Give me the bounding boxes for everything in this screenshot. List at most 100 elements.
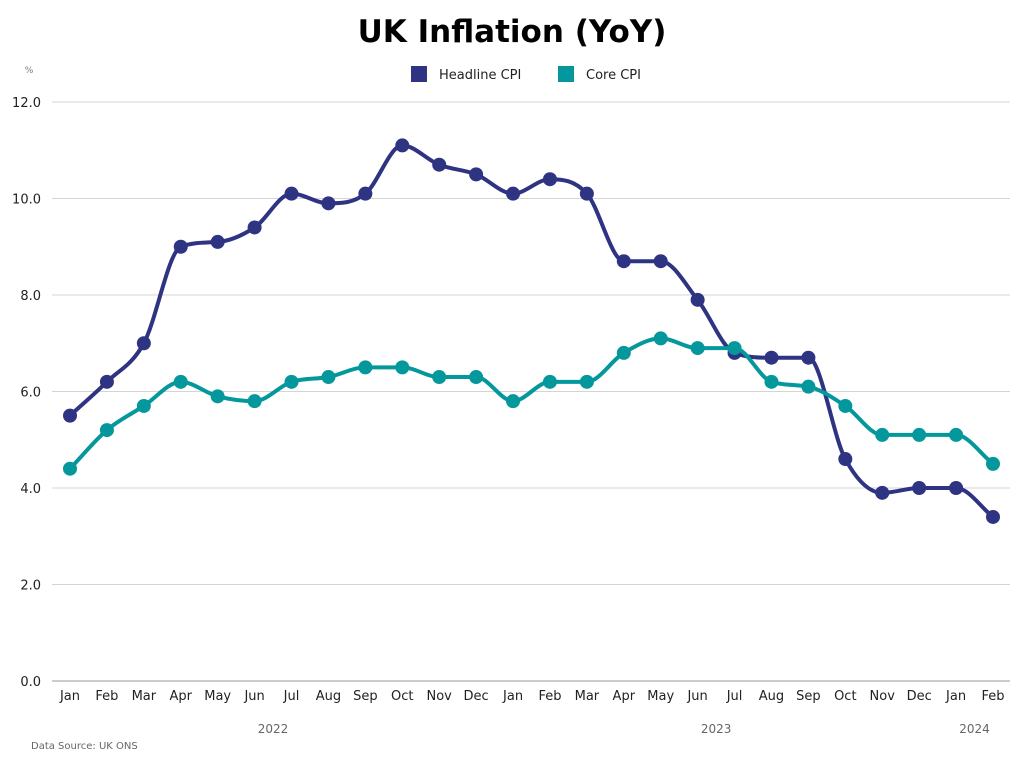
data-point	[358, 360, 373, 375]
chart-title: UK Inflation (YoY)	[358, 14, 667, 50]
data-point	[506, 186, 521, 201]
y-tick-label: 12.0	[12, 96, 41, 111]
data-point	[506, 394, 521, 409]
series-core-cpi	[63, 331, 1000, 476]
data-point	[63, 461, 77, 476]
data-point	[801, 350, 816, 365]
x-tick-label: Sep	[353, 689, 378, 704]
y-tick-label: 0.0	[20, 675, 41, 690]
y-tick-label: 2.0	[20, 579, 41, 594]
x-axis-ticks: Jan Feb Mar Apr May Jun Jul Aug Sep Oct Nov Dec Jan F…	[59, 689, 1005, 704]
data-point	[63, 408, 77, 423]
x-tick-label: Apr	[613, 689, 636, 704]
x-tick-label: Dec	[907, 689, 932, 704]
gridlines	[52, 101, 1010, 682]
x-tick-label: May	[647, 689, 674, 704]
series-group	[63, 138, 1000, 524]
x-tick-label: Jan	[945, 689, 966, 704]
series-headline-cpi	[63, 138, 1000, 524]
data-point	[247, 220, 262, 235]
y-axis-ticks: 0.0 2.0 4.0 6.0 8.0 10.0 12.0	[12, 96, 41, 690]
data-point	[284, 374, 299, 389]
data-point	[432, 157, 447, 172]
data-point	[838, 452, 853, 467]
data-point	[210, 389, 225, 404]
data-point	[912, 427, 927, 442]
data-point	[542, 374, 557, 389]
data-point	[690, 341, 705, 356]
data-point	[690, 292, 705, 307]
data-point	[395, 360, 410, 375]
data-point	[579, 374, 594, 389]
data-point	[764, 374, 779, 389]
data-point	[173, 239, 188, 254]
data-point	[653, 331, 668, 346]
x-tick-label: Mar	[575, 689, 600, 704]
data-point	[764, 350, 779, 365]
data-point	[99, 423, 114, 438]
x-tick-label: Oct	[391, 689, 413, 704]
y-tick-label: 10.0	[12, 193, 41, 208]
y-tick-label: 4.0	[20, 482, 41, 497]
legend-swatch	[558, 66, 574, 82]
x-tick-label: Nov	[427, 689, 453, 704]
data-point	[432, 370, 447, 385]
legend-label: Core CPI	[586, 68, 641, 83]
x-tick-label: Jun	[243, 689, 264, 704]
x-tick-label: Aug	[759, 689, 784, 704]
data-point	[949, 481, 964, 495]
y-tick-label: 6.0	[20, 386, 41, 401]
x-tick-label: Mar	[132, 689, 157, 704]
data-point	[321, 196, 336, 211]
x-tick-label: Aug	[316, 689, 341, 704]
data-point	[949, 427, 964, 442]
x-tick-label: Feb	[95, 689, 118, 704]
data-point	[284, 186, 299, 201]
data-point	[136, 398, 151, 413]
x-tick-label: Jul	[283, 689, 300, 704]
legend-label: Headline CPI	[439, 68, 521, 83]
legend: Headline CPI Core CPI	[411, 66, 641, 83]
data-point	[875, 485, 890, 500]
data-point	[616, 345, 631, 360]
data-point	[727, 341, 742, 356]
year-label: 2023	[701, 722, 732, 736]
year-label: 2022	[258, 722, 289, 736]
data-point	[469, 370, 484, 385]
year-label: 2024	[959, 722, 990, 736]
data-point	[875, 427, 890, 442]
x-tick-label: Nov	[870, 689, 896, 704]
data-point	[99, 374, 114, 389]
data-point	[986, 509, 1000, 524]
x-tick-label: Dec	[464, 689, 489, 704]
data-point	[395, 138, 410, 153]
data-source: Data Source: UK ONS	[31, 741, 138, 752]
data-point	[801, 379, 816, 394]
x-tick-label: Oct	[834, 689, 856, 704]
data-point	[616, 254, 631, 269]
y-tick-label: 8.0	[20, 289, 41, 304]
data-point	[247, 394, 262, 409]
x-tick-label: May	[204, 689, 231, 704]
x-tick-label: Sep	[796, 689, 821, 704]
data-point	[136, 336, 151, 351]
x-tick-label: Feb	[538, 689, 561, 704]
series-line	[68, 143, 995, 519]
data-point	[579, 186, 594, 201]
legend-swatch	[411, 66, 427, 82]
x-tick-label: Feb	[981, 689, 1004, 704]
x-tick-label: Jan	[502, 689, 523, 704]
data-point	[838, 398, 853, 413]
data-point	[986, 456, 1000, 471]
x-tick-label: Jan	[59, 689, 80, 704]
data-point	[321, 370, 336, 385]
y-axis-unit: %	[25, 66, 34, 76]
x-tick-label: Jul	[726, 689, 743, 704]
data-point	[173, 374, 188, 389]
data-point	[469, 167, 484, 182]
x-tick-label: Apr	[170, 689, 193, 704]
data-point	[358, 186, 373, 201]
series-line	[68, 336, 995, 471]
x-tick-label: Jun	[686, 689, 707, 704]
